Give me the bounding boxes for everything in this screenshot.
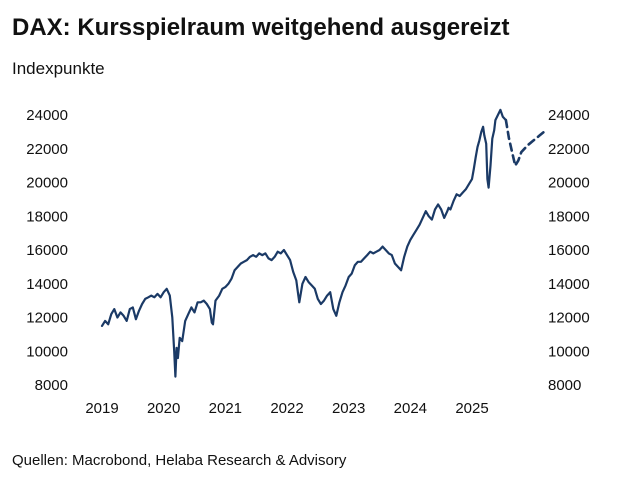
chart-subtitle: Indexpunkte bbox=[12, 59, 105, 78]
right-y-axis: 8000 10000 12000 14000 16000 18000 20000 22000 2… bbox=[548, 107, 590, 394]
y-tick-label-left: 10000 bbox=[26, 343, 68, 360]
y-tick-label-right: 18000 bbox=[548, 208, 590, 225]
y-tick-label-left: 22000 bbox=[26, 141, 68, 158]
y-tick-label-right: 10000 bbox=[548, 343, 590, 360]
y-tick-label-right: 16000 bbox=[548, 242, 590, 259]
y-tick-label-left: 8000 bbox=[35, 377, 68, 394]
y-tick-label-right: 20000 bbox=[548, 175, 590, 192]
y-tick-label-right: 22000 bbox=[548, 141, 590, 158]
series-layer bbox=[100, 108, 548, 378]
y-tick-label-left: 14000 bbox=[26, 276, 68, 293]
x-tick-label: 2020 bbox=[147, 400, 180, 417]
y-tick-label-left: 18000 bbox=[26, 208, 68, 225]
left-y-axis: 8000 10000 12000 14000 16000 18000 20000 22000 2… bbox=[26, 107, 68, 394]
y-tick-label-right: 12000 bbox=[548, 310, 590, 327]
source-note: Quellen: Macrobond, Helaba Research & Ad… bbox=[12, 452, 347, 469]
x-tick-label: 2025 bbox=[455, 400, 488, 417]
x-tick-label: 2024 bbox=[394, 400, 427, 417]
y-tick-label-right: 14000 bbox=[548, 276, 590, 293]
forecast-line bbox=[504, 118, 548, 167]
y-tick-label-left: 12000 bbox=[26, 310, 68, 327]
x-axis: 2019 2020 2021 2022 2023 2024 2025 bbox=[85, 400, 488, 417]
x-tick-label: 2021 bbox=[209, 400, 242, 417]
x-tick-label: 2022 bbox=[270, 400, 303, 417]
x-tick-label: 2023 bbox=[332, 400, 365, 417]
y-tick-label-left: 20000 bbox=[26, 175, 68, 192]
y-tick-label-left: 16000 bbox=[26, 242, 68, 259]
y-tick-label-left: 24000 bbox=[26, 107, 68, 124]
chart-title: DAX: Kursspielraum weitgehend ausgereizt bbox=[12, 14, 510, 41]
y-tick-label-right: 8000 bbox=[548, 377, 581, 394]
dax-line bbox=[100, 108, 507, 378]
x-tick-label: 2019 bbox=[85, 400, 118, 417]
y-tick-label-right: 24000 bbox=[548, 107, 590, 124]
